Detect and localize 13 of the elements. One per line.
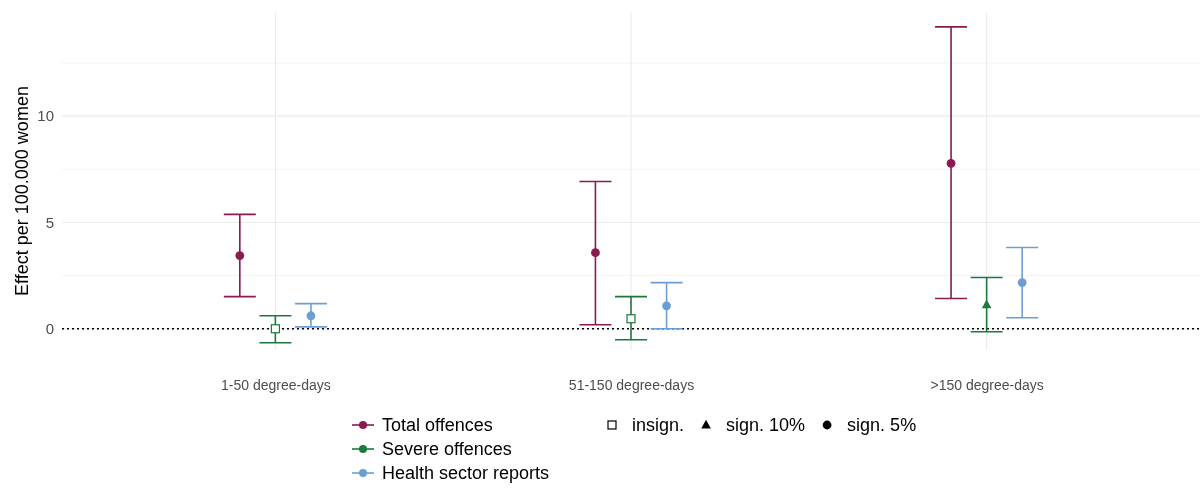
legend-label: Severe offences xyxy=(382,439,512,459)
y-tick-label: 5 xyxy=(45,213,54,231)
text: insign. xyxy=(632,415,685,435)
y-tick-label: 0 xyxy=(45,320,54,338)
legend-label: Total offences xyxy=(382,415,493,435)
text: sign. 10% xyxy=(726,415,806,435)
y-axis-title: Effect per 100.000 women xyxy=(12,86,32,296)
legend-label: Health sector reports xyxy=(382,463,550,483)
x-tick-label: 1-50 degree-days xyxy=(221,376,331,393)
x-tick-label: 51-150 degree-days xyxy=(568,376,695,393)
text: sign. 5% xyxy=(847,415,917,435)
x-tick-label: >150 degree-days xyxy=(930,376,1044,393)
y-tick-label: 10 xyxy=(37,107,54,125)
